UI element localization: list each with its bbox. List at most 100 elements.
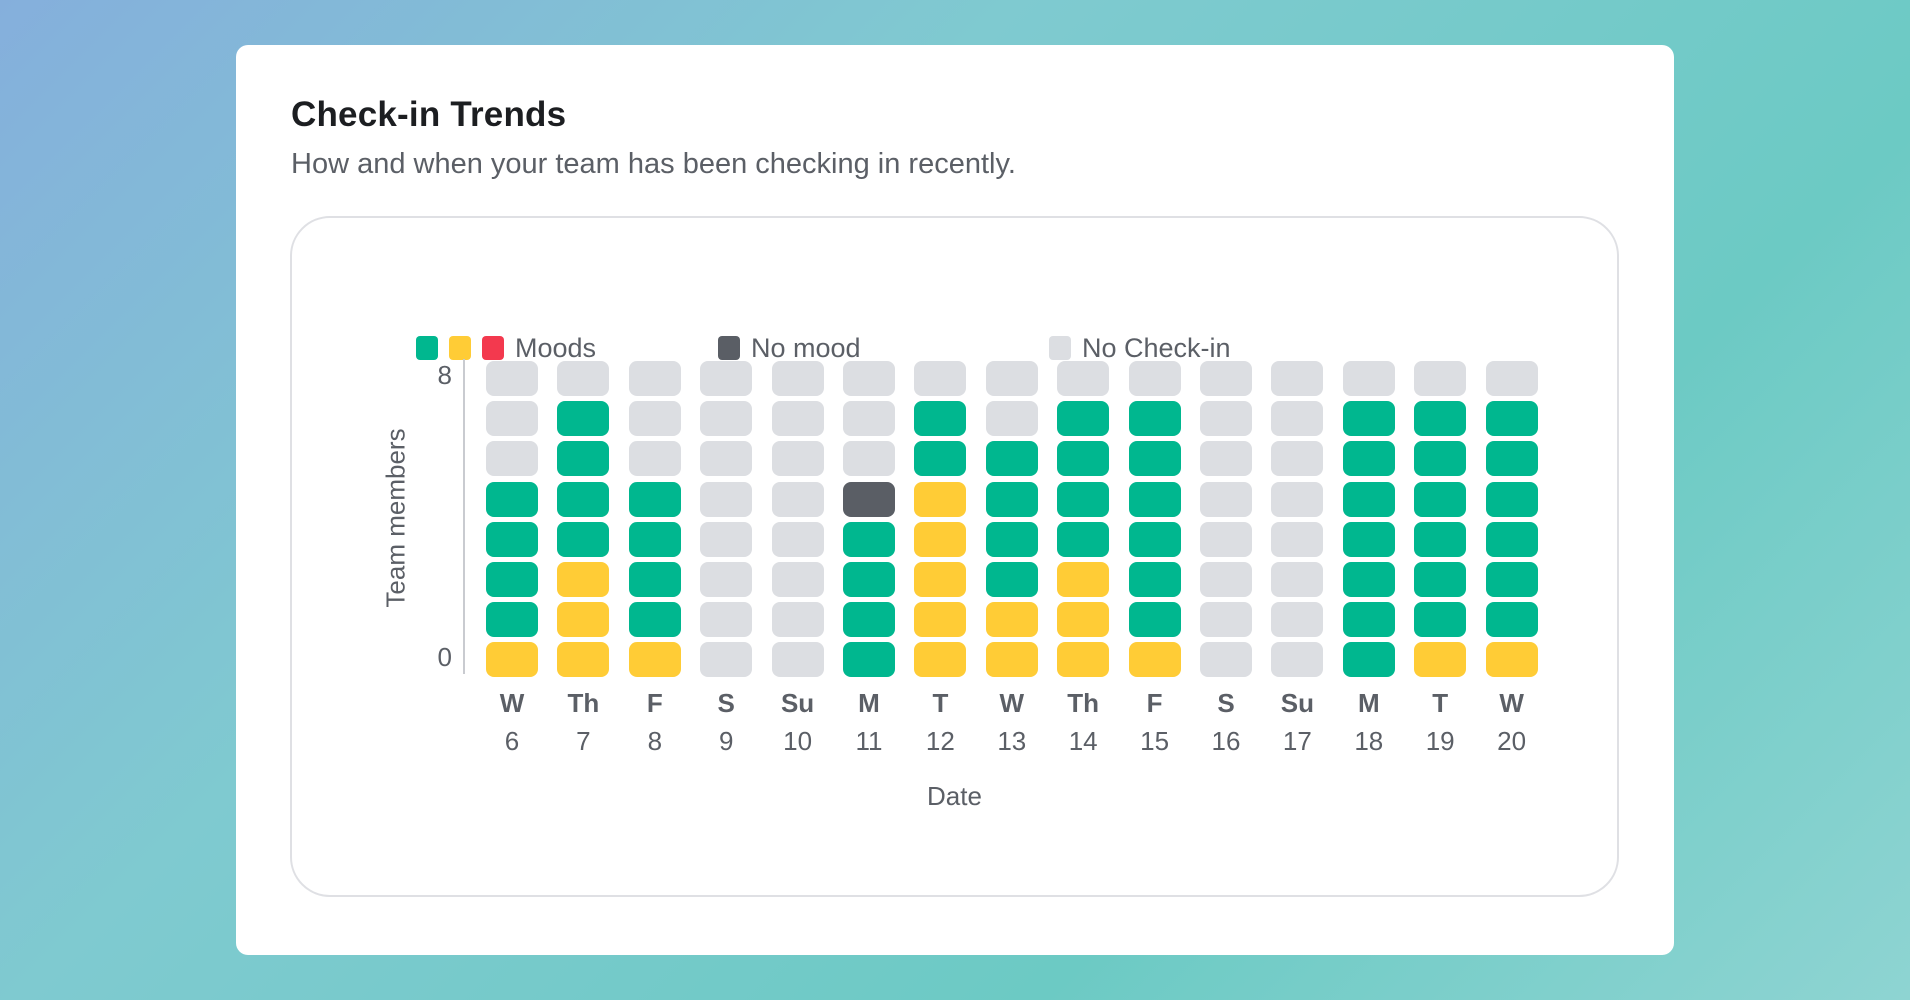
member-cell-green[interactable] <box>1128 521 1181 557</box>
member-cell-empty[interactable] <box>628 401 681 437</box>
member-cell-yellow[interactable] <box>1485 642 1538 678</box>
member-cell-green[interactable] <box>1342 401 1395 437</box>
member-cell-green[interactable] <box>985 562 1038 597</box>
member-cell-yellow[interactable] <box>1057 602 1110 638</box>
member-cell-green[interactable] <box>486 562 538 597</box>
member-cell-empty[interactable] <box>1200 642 1252 678</box>
member-cell-empty[interactable] <box>700 361 753 396</box>
member-cell-empty[interactable] <box>985 361 1038 396</box>
member-cell-empty[interactable] <box>700 642 753 678</box>
member-cell-green[interactable] <box>486 602 538 638</box>
member-cell-empty[interactable] <box>771 361 824 396</box>
member-cell-empty[interactable] <box>985 401 1038 437</box>
member-cell-empty[interactable] <box>771 562 824 597</box>
member-cell-green[interactable] <box>985 521 1038 557</box>
member-cell-green[interactable] <box>1057 441 1110 477</box>
member-cell-green[interactable] <box>1485 602 1538 638</box>
member-cell-empty[interactable] <box>628 361 681 396</box>
member-cell-green[interactable] <box>557 441 610 477</box>
member-cell-yellow[interactable] <box>628 642 681 678</box>
member-cell-empty[interactable] <box>771 441 824 477</box>
member-cell-empty[interactable] <box>700 441 753 477</box>
member-cell-empty[interactable] <box>771 642 824 678</box>
member-cell-green[interactable] <box>843 642 895 678</box>
member-cell-empty[interactable] <box>1200 441 1252 477</box>
member-cell-green[interactable] <box>628 562 681 597</box>
member-cell-green[interactable] <box>1485 441 1538 477</box>
member-cell-empty[interactable] <box>700 562 753 597</box>
member-cell-green[interactable] <box>1414 602 1467 638</box>
member-cell-green[interactable] <box>1128 401 1181 437</box>
member-cell-green[interactable] <box>1128 441 1181 477</box>
member-cell-empty[interactable] <box>700 481 753 517</box>
member-cell-green[interactable] <box>1342 521 1395 557</box>
member-cell-green[interactable] <box>557 401 610 437</box>
member-cell-green[interactable] <box>914 441 967 477</box>
member-cell-empty[interactable] <box>1057 361 1110 396</box>
member-cell-empty[interactable] <box>843 361 895 396</box>
member-cell-green[interactable] <box>1485 562 1538 597</box>
member-cell-yellow[interactable] <box>914 481 967 517</box>
member-cell-empty[interactable] <box>1200 521 1252 557</box>
member-cell-green[interactable] <box>1342 441 1395 477</box>
member-cell-yellow[interactable] <box>1057 642 1110 678</box>
member-cell-green[interactable] <box>1128 481 1181 517</box>
member-cell-empty[interactable] <box>1271 562 1324 597</box>
member-cell-empty[interactable] <box>1271 441 1324 477</box>
member-cell-empty[interactable] <box>1200 481 1252 517</box>
member-cell-yellow[interactable] <box>1057 562 1110 597</box>
member-cell-dark[interactable] <box>843 481 895 517</box>
member-cell-green[interactable] <box>557 481 610 517</box>
member-cell-yellow[interactable] <box>486 642 538 678</box>
member-cell-green[interactable] <box>1485 521 1538 557</box>
member-cell-green[interactable] <box>628 602 681 638</box>
member-cell-empty[interactable] <box>1200 361 1252 396</box>
member-cell-green[interactable] <box>985 441 1038 477</box>
member-cell-empty[interactable] <box>771 481 824 517</box>
member-cell-empty[interactable] <box>1342 361 1395 396</box>
member-cell-empty[interactable] <box>1200 562 1252 597</box>
member-cell-green[interactable] <box>843 521 895 557</box>
member-cell-empty[interactable] <box>1271 602 1324 638</box>
member-cell-yellow[interactable] <box>1414 642 1467 678</box>
member-cell-yellow[interactable] <box>557 642 610 678</box>
member-cell-green[interactable] <box>843 562 895 597</box>
member-cell-empty[interactable] <box>771 602 824 638</box>
member-cell-empty[interactable] <box>628 441 681 477</box>
member-cell-yellow[interactable] <box>914 602 967 638</box>
member-cell-empty[interactable] <box>771 401 824 437</box>
member-cell-green[interactable] <box>1485 481 1538 517</box>
member-cell-green[interactable] <box>1414 562 1467 597</box>
member-cell-green[interactable] <box>1342 562 1395 597</box>
member-cell-green[interactable] <box>843 602 895 638</box>
member-cell-empty[interactable] <box>843 401 895 437</box>
member-cell-green[interactable] <box>557 521 610 557</box>
member-cell-empty[interactable] <box>486 401 538 437</box>
member-cell-green[interactable] <box>486 481 538 517</box>
member-cell-yellow[interactable] <box>557 562 610 597</box>
member-cell-empty[interactable] <box>1200 602 1252 638</box>
member-cell-empty[interactable] <box>1271 361 1324 396</box>
member-cell-green[interactable] <box>1128 562 1181 597</box>
member-cell-empty[interactable] <box>1485 361 1538 396</box>
member-cell-empty[interactable] <box>1271 481 1324 517</box>
member-cell-empty[interactable] <box>1271 521 1324 557</box>
member-cell-green[interactable] <box>1128 602 1181 638</box>
member-cell-green[interactable] <box>1485 401 1538 437</box>
member-cell-green[interactable] <box>1342 642 1395 678</box>
member-cell-yellow[interactable] <box>985 642 1038 678</box>
member-cell-empty[interactable] <box>700 521 753 557</box>
member-cell-green[interactable] <box>1057 521 1110 557</box>
member-cell-green[interactable] <box>1414 441 1467 477</box>
member-cell-empty[interactable] <box>1200 401 1252 437</box>
member-cell-empty[interactable] <box>700 401 753 437</box>
member-cell-empty[interactable] <box>486 361 538 396</box>
member-cell-green[interactable] <box>1414 401 1467 437</box>
member-cell-green[interactable] <box>628 521 681 557</box>
member-cell-green[interactable] <box>1414 481 1467 517</box>
member-cell-green[interactable] <box>1057 401 1110 437</box>
member-cell-green[interactable] <box>1342 602 1395 638</box>
member-cell-yellow[interactable] <box>914 562 967 597</box>
member-cell-empty[interactable] <box>700 602 753 638</box>
member-cell-yellow[interactable] <box>914 642 967 678</box>
